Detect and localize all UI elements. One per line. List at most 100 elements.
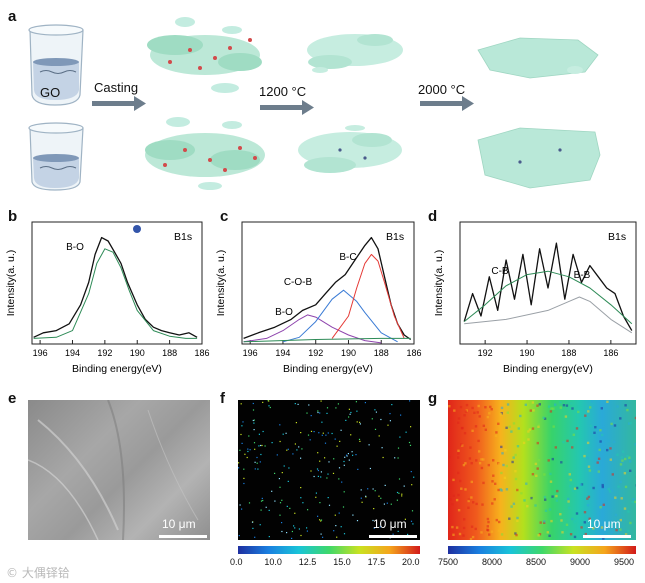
series-raw	[463, 242, 633, 331]
raman-pixel	[546, 531, 549, 534]
eds-dot	[291, 530, 293, 533]
eds-dot	[383, 503, 385, 505]
raman-pixel	[626, 408, 629, 412]
raman-pixel	[497, 529, 501, 532]
x-tick-label: 186	[406, 348, 421, 358]
raman-pixel	[473, 411, 476, 414]
go-sheet-bottom-icon	[145, 117, 265, 190]
raman-pixel	[484, 406, 487, 409]
eds-dot	[340, 526, 342, 528]
eds-dot	[349, 413, 351, 415]
raman-pixel	[619, 463, 623, 466]
x-tick-label: 194	[65, 348, 80, 358]
raman-pixel	[469, 446, 472, 449]
eds-dot	[359, 440, 361, 442]
eds-dot	[252, 402, 254, 405]
raman-pixel	[559, 513, 562, 516]
eds-dot	[243, 468, 245, 470]
raman-pixel	[470, 462, 473, 465]
eds-dot	[320, 471, 322, 473]
eds-dot	[325, 434, 327, 436]
raman-pixel	[537, 459, 541, 462]
raman-pixel	[465, 403, 469, 407]
eds-dot	[356, 410, 358, 412]
raman-pixel	[497, 462, 501, 465]
x-tick-label: 190	[520, 348, 535, 358]
raman-pixel	[569, 478, 572, 482]
raman-pixel	[476, 411, 479, 414]
raman-pixel	[491, 502, 494, 505]
raman-pixel	[463, 518, 466, 521]
raman-pixel	[560, 519, 563, 522]
eds-dot	[380, 418, 382, 421]
raman-pixel	[564, 415, 568, 418]
raman-pixel	[619, 528, 622, 531]
raman-pixel	[535, 474, 538, 477]
raman-pixel	[594, 426, 597, 429]
raman-pixel	[587, 465, 591, 468]
raman-pixel	[549, 480, 553, 483]
raman-pixel	[609, 458, 612, 461]
eds-dot	[340, 429, 342, 431]
eds-dot	[326, 412, 328, 414]
raman-pixel	[560, 461, 563, 464]
eds-dot	[282, 433, 284, 435]
raman-pixel	[575, 512, 579, 515]
eds-dot	[344, 456, 346, 458]
eds-dot	[350, 411, 352, 414]
raman-pixel	[522, 441, 526, 445]
raman-pixel	[634, 416, 636, 420]
scale-bar-f	[369, 535, 417, 538]
raman-pixel	[536, 467, 539, 470]
raman-pixel	[459, 405, 463, 409]
raman-pixel	[493, 498, 496, 501]
eds-dot	[316, 468, 319, 470]
colorbar-tick-label: 7500	[438, 557, 459, 567]
eds-dot	[335, 407, 337, 409]
raman-pixel	[580, 526, 583, 529]
chart-title: B1s	[608, 231, 626, 243]
eds-dot	[294, 512, 296, 514]
raman-pixel	[495, 518, 498, 522]
raman-pixel	[615, 528, 618, 532]
eds-dot	[289, 507, 291, 509]
raman-pixel	[474, 425, 478, 428]
plot-frame	[459, 221, 637, 345]
y-axis-label: Intensity(a. u.)	[5, 250, 17, 317]
raman-pixel	[460, 487, 463, 490]
raman-pixel	[457, 471, 460, 475]
panel-label-g: g	[428, 390, 438, 407]
eds-dot	[396, 491, 399, 494]
raman-pixel	[467, 506, 470, 509]
raman-pixel	[452, 533, 455, 536]
eds-dot	[324, 457, 326, 459]
raman-pixel	[516, 516, 519, 520]
raman-pixel	[567, 500, 570, 503]
eds-dot	[243, 477, 245, 479]
raman-pixel	[607, 439, 611, 443]
raman-pixel	[629, 469, 632, 472]
raman-pixel	[538, 533, 542, 536]
series-fit-b-o	[33, 248, 198, 339]
go-sheet-top-icon	[147, 17, 262, 93]
eds-dot	[397, 530, 399, 532]
raman-pixel	[573, 487, 577, 490]
raman-pixel	[624, 485, 628, 489]
raman-pixel	[575, 486, 579, 490]
raman-pixel	[463, 414, 466, 417]
raman-pixel	[606, 400, 609, 403]
raman-pixel	[455, 498, 459, 502]
x-tick-label: 192	[478, 348, 493, 358]
eds-dot	[355, 401, 357, 403]
raman-pixel	[568, 506, 571, 510]
eds-dot	[352, 514, 354, 516]
raman-pixel	[628, 456, 631, 459]
colorbar-tick-label: 8500	[526, 557, 547, 567]
x-tick-label: 192	[308, 348, 323, 358]
raman-pixel	[620, 497, 623, 500]
eds-dot	[300, 432, 302, 434]
eds-dot	[294, 527, 296, 529]
eds-dot	[320, 519, 323, 521]
raman-pixel	[549, 472, 552, 476]
